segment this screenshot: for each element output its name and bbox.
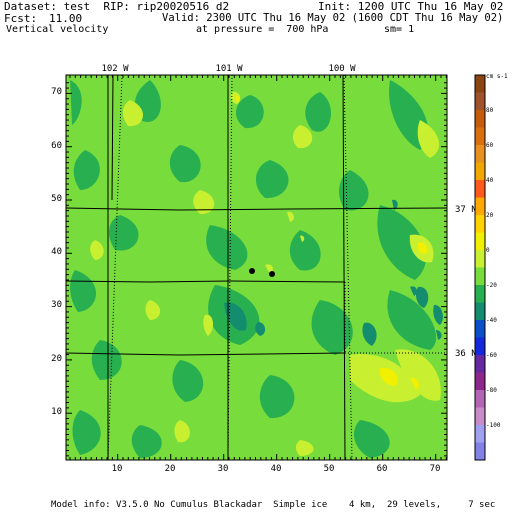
colorbar-swatch (475, 302, 485, 321)
y-tick-label: 20 (51, 354, 62, 364)
colorbar-swatch (475, 355, 485, 373)
colorbar-label: -80 (486, 387, 497, 394)
x-tick-label: 10 (112, 464, 123, 474)
colorbar-swatch (475, 180, 485, 198)
y-tick-label: 60 (51, 141, 62, 151)
colorbar-label: 20 (486, 212, 494, 219)
valid-time: Valid: 2300 UTC Thu 16 May 02 (1600 CDT … (162, 12, 504, 24)
y-tick-label: 50 (51, 194, 62, 204)
colorbar-swatch (475, 145, 485, 163)
border-east (342, 74, 346, 461)
latitude-label-36n: 36 N (455, 349, 477, 359)
colorbar-swatch (475, 232, 485, 251)
colorbar-swatch (475, 127, 485, 146)
state-boundaries (65, 74, 448, 461)
border-south (65, 352, 346, 356)
y-tick-label: 40 (51, 247, 62, 257)
border-west-inner (111, 74, 114, 201)
x-tick-label: 40 (271, 464, 282, 474)
colorbar-swatch (475, 442, 485, 461)
x-tick-label: 70 (430, 464, 441, 474)
colorbar-swatch (475, 162, 485, 181)
colorbar-swatch (475, 425, 485, 443)
colorbar-label: -100 (486, 422, 501, 429)
longitude-label-100w: 100 W (328, 64, 356, 74)
tick-marks (66, 75, 447, 460)
negative-velocity-regions (70, 80, 437, 458)
y-tick-label: 30 (51, 300, 62, 310)
meridian-100w (343, 74, 353, 461)
init-time: Init: 1200 UTC Thu 16 May 02 (318, 0, 504, 13)
vertical-velocity-field (66, 75, 447, 460)
city-marker (269, 271, 275, 277)
colorbar-swatch (475, 215, 485, 233)
colorbar-swatch (475, 250, 485, 268)
city-marker (249, 268, 255, 274)
colorbar-swatch (475, 337, 485, 356)
colorbar-label: -60 (486, 352, 497, 359)
x-tick-label: 60 (377, 464, 388, 474)
x-tick-label: 20 (165, 464, 176, 474)
colorbar-label: 40 (486, 177, 494, 184)
longitude-label-101w: 101 W (215, 64, 243, 74)
colorbar-swatch (475, 390, 485, 408)
colorbar-swatch (475, 110, 485, 128)
colorbar-unit: cm s-1 (486, 73, 508, 80)
strong-negative-velocity-regions (224, 199, 443, 346)
border-north (65, 207, 448, 211)
y-tick-labels: 10 20 30 40 50 60 70 (51, 87, 62, 417)
forecast-label: Fcst: (4, 12, 38, 25)
colorbar-frame (474, 74, 486, 461)
colorbar-label: 0 (486, 247, 490, 254)
colorbar-label: 80 (486, 107, 494, 114)
latitude-label-37n: 37 N (455, 205, 477, 215)
colorbar-swatch (475, 372, 485, 391)
x-tick-label: 30 (218, 464, 229, 474)
colorbar-swatch (475, 92, 485, 111)
x-tick-label: 50 (324, 464, 335, 474)
pressure-level: at pressure = 700 hPa (196, 24, 329, 35)
colorbar-swatch (475, 197, 485, 216)
color-bar: cm s-1 80 60 40 20 0 -20 -40 -60 -80 -100 (474, 73, 508, 461)
dataset-label: Dataset: test RIP: rip20020516 d2 (4, 0, 230, 13)
y-tick-label: 70 (51, 87, 62, 97)
smoothing-label: sm= 1 (384, 24, 415, 35)
colorbar-label: -20 (486, 282, 497, 289)
meridian-102w (107, 74, 123, 461)
colorbar-swatch (475, 75, 485, 93)
colorbar-label: -40 (486, 317, 497, 324)
colorbar-swatch (475, 407, 485, 426)
colorbar-swatch (475, 320, 485, 338)
strong-positive-velocity-regions (236, 95, 428, 390)
colorbar-swatch (475, 267, 485, 286)
plot-frame (65, 74, 448, 461)
model-info: Model info: V3.5.0 No Cumulus Blackadar … (51, 500, 496, 510)
colorbar-swatch (475, 285, 485, 303)
y-tick-label: 10 (51, 407, 62, 417)
field-name: Vertical velocity (6, 24, 109, 35)
forecast-hour: 11.00 (49, 12, 83, 25)
x-tick-labels: 10 20 30 40 50 60 70 (112, 464, 441, 474)
meridian-101w (227, 74, 233, 461)
colorbar-label: 60 (486, 142, 494, 149)
longitude-label-102w: 102 W (101, 64, 129, 74)
graticule (107, 74, 447, 461)
field-background (66, 75, 447, 460)
